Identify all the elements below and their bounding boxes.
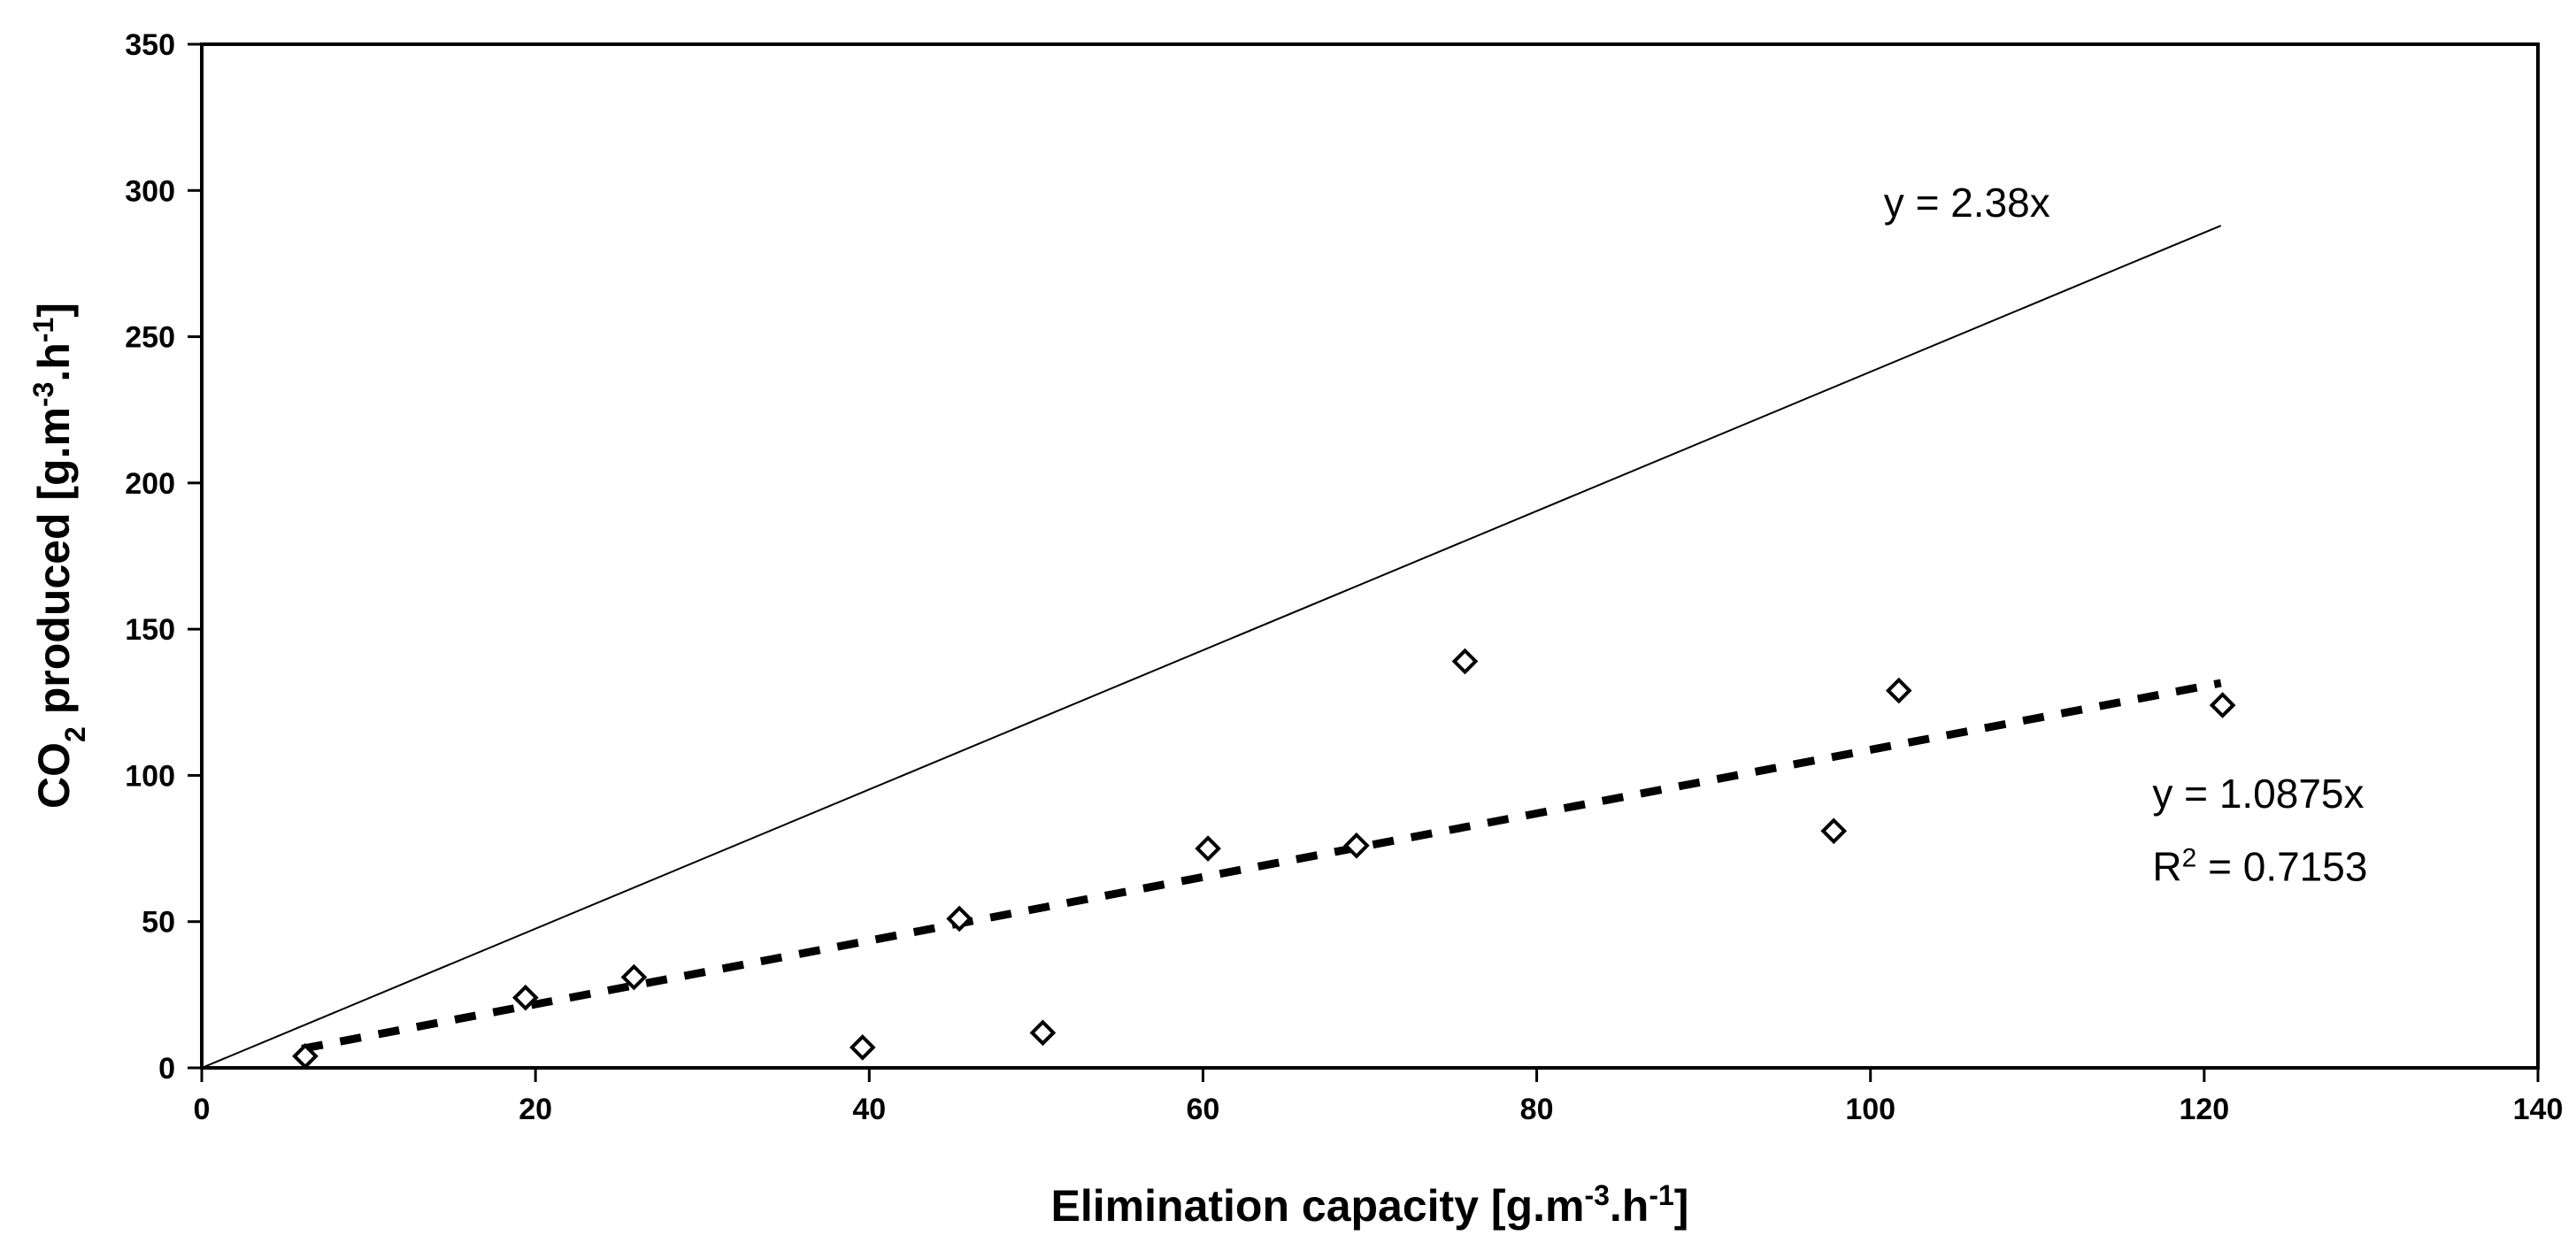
x-axis-title: Elimination capacity [g.m-3.h-1] (1051, 1179, 1689, 1231)
trend-lines (201, 225, 2222, 1069)
y-axis: 0 50 100 150 200 250 300 350 (125, 28, 202, 1086)
plot-area-frame (200, 42, 2540, 1070)
annotations: y = 2.38x y = 1.0875x R2 = 0.7153 (1884, 180, 2368, 889)
x-tick-label: 20 (519, 1093, 552, 1126)
data-point (946, 905, 973, 932)
x-tick-label: 80 (1520, 1093, 1554, 1126)
x-tick-label: 0 (194, 1093, 211, 1126)
data-point (2209, 692, 2236, 718)
x-tick-label: 120 (2179, 1093, 2229, 1126)
theoretical-equation: y = 2.38x (1884, 180, 2050, 226)
x-tick-label: 140 (2513, 1093, 2564, 1126)
data-point (620, 963, 648, 991)
data-point (1029, 1019, 1057, 1047)
y-axis-title: CO2 produced [g.m-3.h-1] (27, 303, 91, 809)
r-squared-value: = 0.7153 (2196, 843, 2367, 889)
x-tick-label: 60 (1187, 1093, 1220, 1126)
y-tick-label: 250 (125, 321, 175, 355)
data-point (1451, 648, 1479, 675)
r-squared-exponent: 2 (2182, 843, 2197, 872)
x-axis: 0 20 40 60 80 100 120 140 (194, 1068, 2564, 1126)
y-tick-label: 150 (125, 613, 175, 647)
x-tick-label: 40 (852, 1093, 886, 1126)
x-tick-label: 100 (1845, 1093, 1895, 1126)
y-tick-label: 300 (125, 174, 175, 208)
r-squared-label: R2 = 0.7153 (2152, 843, 2367, 890)
y-tick-label: 50 (142, 906, 175, 940)
fit-line (301, 679, 2222, 1053)
theoretical-line (201, 225, 2222, 1069)
data-point (292, 1042, 319, 1070)
data-point (512, 984, 539, 1011)
data-point (849, 1034, 876, 1061)
y-tick-label: 100 (125, 759, 175, 793)
data-point (1343, 832, 1370, 859)
data-points (292, 648, 2236, 1070)
data-point (1195, 835, 1221, 862)
r-squared-r: R (2152, 843, 2181, 889)
y-tick-label: 200 (125, 467, 175, 501)
data-point (1820, 817, 1848, 845)
y-tick-label: 350 (125, 28, 175, 62)
y-tick-label: 0 (158, 1052, 175, 1086)
data-point (1885, 677, 1912, 704)
fit-equation: y = 1.0875x (2152, 771, 2364, 817)
